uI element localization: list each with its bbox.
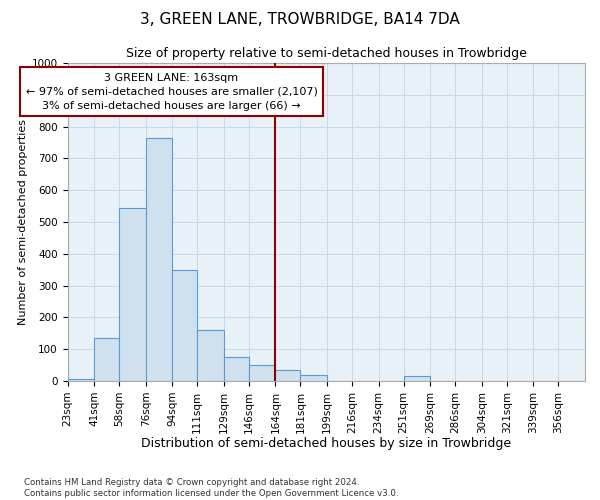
X-axis label: Distribution of semi-detached houses by size in Trowbridge: Distribution of semi-detached houses by … [141,437,511,450]
Bar [249,365,275,381]
Y-axis label: Number of semi-detached properties: Number of semi-detached properties [17,119,28,325]
Bar [197,330,224,381]
Text: Contains HM Land Registry data © Crown copyright and database right 2024.
Contai: Contains HM Land Registry data © Crown c… [24,478,398,498]
Bar [146,138,172,381]
Text: 3 GREEN LANE: 163sqm
← 97% of semi-detached houses are smaller (2,107)
3% of sem: 3 GREEN LANE: 163sqm ← 97% of semi-detac… [26,72,317,110]
Bar [172,270,197,381]
Bar [404,376,430,381]
Bar [301,374,327,381]
Bar [224,357,249,381]
Text: 3, GREEN LANE, TROWBRIDGE, BA14 7DA: 3, GREEN LANE, TROWBRIDGE, BA14 7DA [140,12,460,28]
Title: Size of property relative to semi-detached houses in Trowbridge: Size of property relative to semi-detach… [126,48,527,60]
Bar [275,370,301,381]
Bar [119,208,146,381]
Bar [94,338,119,381]
Bar [68,380,94,381]
